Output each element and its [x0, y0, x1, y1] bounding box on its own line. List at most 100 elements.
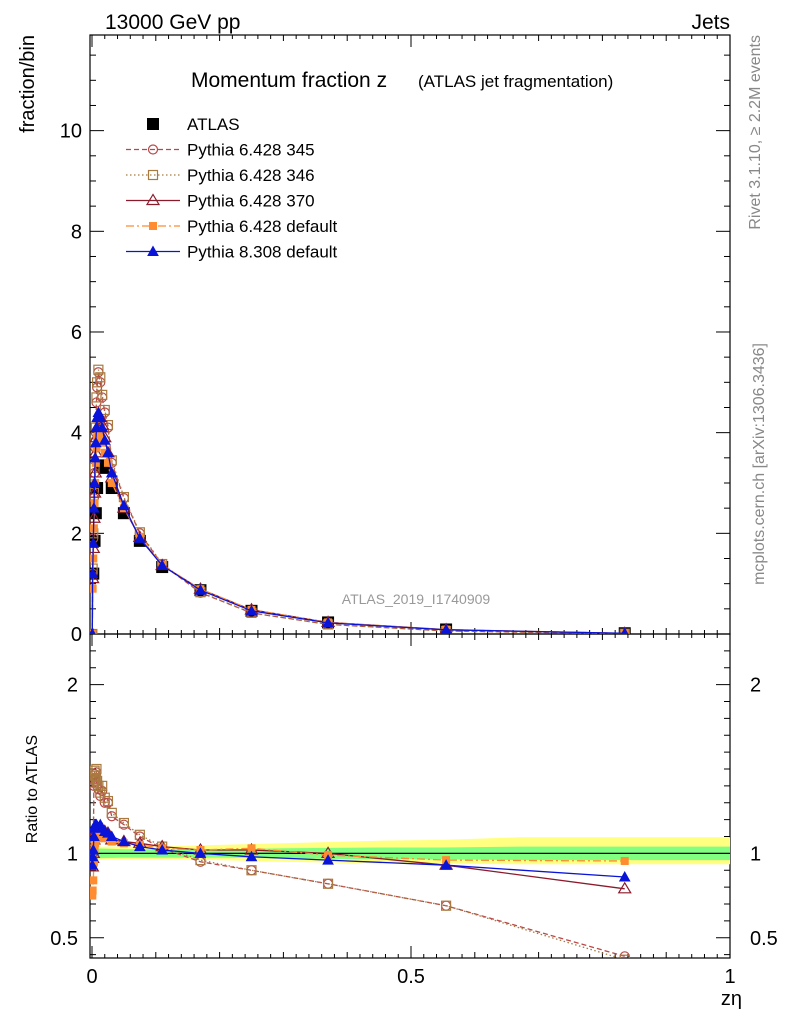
ratio-point — [322, 878, 334, 889]
ratio-point — [134, 829, 145, 840]
data-point — [90, 627, 96, 634]
ratio-point — [156, 843, 169, 855]
ratio-pythia-6-428-345 — [90, 767, 630, 958]
legend-marker — [147, 169, 159, 181]
ratio-point — [620, 856, 629, 865]
legend-label: Pythia 8.308 default — [187, 243, 338, 262]
ratio-point — [90, 774, 101, 785]
y-tick-label-top: 10 — [60, 121, 82, 143]
mcplots-label: mcplots.cern.ch [arXiv:1306.3436] — [751, 343, 768, 585]
data-point — [103, 458, 112, 467]
legend-label: ATLAS — [187, 115, 240, 134]
ratio-point — [91, 763, 102, 775]
legend-marker — [145, 193, 161, 206]
ratio-line — [91, 768, 622, 958]
legend-marker — [149, 222, 157, 230]
data-point — [98, 434, 111, 445]
legend-marker — [147, 245, 159, 256]
data-point — [90, 537, 100, 548]
ratio-panel — [90, 763, 730, 958]
ratio-point — [617, 881, 632, 894]
legend-entry: Pythia 6.428 346 — [126, 166, 315, 185]
watermark: ATLAS_2019_I1740909 — [342, 591, 491, 607]
ratio-pythia-8-308-default — [90, 818, 631, 882]
ratio-point — [90, 830, 100, 841]
ratio-point — [90, 886, 97, 895]
y-tick-label-bottom: 1 — [67, 843, 78, 865]
legend-entry: ATLAS — [147, 115, 240, 134]
y-tick-label-top: 8 — [71, 221, 82, 243]
data-point — [93, 364, 104, 375]
rivet-label: Rivet 3.1.10, ≥ 2.2M events — [747, 35, 764, 230]
legend-label: Pythia 6.428 370 — [187, 192, 315, 211]
x-tick-label: 0 — [86, 966, 97, 988]
x-tick-label: 0.5 — [397, 966, 425, 988]
ratio-point — [440, 900, 452, 911]
series-pythia-8-308-default — [90, 406, 629, 634]
data-point — [194, 584, 207, 595]
main-panel-frame — [89, 34, 731, 635]
header-left: 13000 GeV pp — [105, 11, 240, 34]
ratio-point — [134, 840, 146, 852]
data-point — [118, 499, 130, 511]
ratio-point — [90, 876, 98, 885]
data-point — [90, 502, 100, 513]
ratio-point — [99, 792, 110, 803]
data-point — [245, 604, 258, 616]
data-point — [134, 532, 146, 543]
legend-entry: Pythia 6.428 default — [126, 217, 338, 236]
y-tick-label-top: 6 — [71, 322, 82, 344]
main-panel — [90, 364, 631, 634]
data-point — [90, 476, 101, 488]
ratio-point — [618, 870, 631, 882]
ratio-point — [440, 859, 452, 870]
data-point — [440, 623, 452, 634]
data-point — [90, 451, 102, 463]
ratio-point — [105, 830, 118, 841]
y-tick-label-bottom-right: 2 — [750, 675, 761, 697]
x-axis-label: zη — [721, 988, 742, 1010]
ratio-point — [102, 795, 114, 807]
data-point — [621, 627, 629, 634]
chart-title: Momentum fraction z — [191, 69, 387, 92]
legend-label: Pythia 6.428 default — [187, 217, 338, 236]
ratio-pythia-6-428-346 — [90, 763, 630, 958]
ratio-point — [246, 865, 257, 876]
ratio-point — [97, 780, 108, 791]
legend-entry: Pythia 6.428 370 — [126, 192, 315, 211]
ratio-point — [322, 854, 334, 865]
x-tick-label: 1 — [724, 966, 735, 988]
data-point — [90, 567, 99, 579]
ratio-point — [118, 835, 130, 847]
ratio-point — [106, 811, 117, 822]
y-tick-label-bottom: 2 — [67, 675, 78, 697]
ratio-point — [90, 843, 100, 855]
y-tick-label-top: 0 — [71, 624, 82, 646]
data-point — [156, 559, 169, 571]
legend: ATLAS Pythia 6.428 345 Pythia 6.428 346 Pyt… — [126, 115, 338, 262]
ratio-panel-frame — [89, 633, 731, 959]
ratio-point — [245, 850, 258, 862]
y-axis-label-top: fraction/bin — [17, 35, 39, 133]
legend-marker — [147, 144, 159, 155]
header-right: Jets — [691, 11, 730, 34]
legend-entry: Pythia 8.308 default — [126, 243, 338, 262]
series-atlas — [90, 459, 631, 634]
chart-subtitle: (ATLAS jet fragmentation) — [418, 72, 613, 91]
data-point — [91, 392, 102, 403]
ratio-point — [118, 817, 130, 829]
y-tick-label-bottom-right: 0.5 — [750, 928, 778, 950]
y-tick-label-bottom-right: 1 — [750, 843, 761, 865]
y-tick-label-top: 2 — [71, 523, 82, 545]
legend-entry: Pythia 6.428 345 — [126, 141, 315, 160]
data-point — [90, 436, 102, 448]
data-point — [96, 421, 109, 433]
data-point — [102, 446, 114, 458]
data-point — [97, 389, 108, 401]
legend-label: Pythia 6.428 345 — [187, 141, 315, 160]
y-tick-label-top: 4 — [71, 423, 82, 445]
data-point — [94, 411, 107, 423]
data-point — [95, 372, 106, 383]
